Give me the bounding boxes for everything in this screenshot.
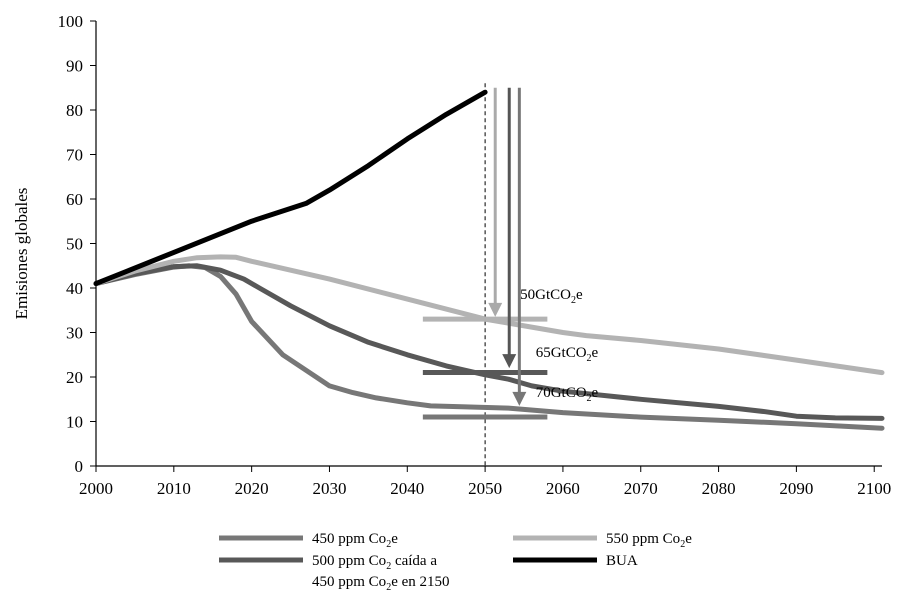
x-tick-label: 2070	[624, 479, 658, 498]
x-tick-label: 2010	[157, 479, 191, 498]
target-bars-layer	[422, 316, 548, 420]
series-line-ppm450	[93, 263, 885, 431]
y-axis-label: Emisiones globales	[12, 188, 31, 320]
y-tick-label: 60	[66, 190, 83, 209]
y-tick-label: 70	[66, 146, 83, 165]
legend-label: 500 ppm Co2 caída a	[312, 553, 437, 572]
x-tick-label: 2000	[79, 479, 113, 498]
reduction-annotation: 65GtCO2e	[536, 345, 599, 364]
legend-label: 450 ppm Co2e	[312, 531, 398, 550]
y-tick-label: 50	[66, 235, 83, 254]
x-tick-label: 2040	[390, 479, 424, 498]
y-tick-label: 20	[66, 368, 83, 387]
y-tick-label: 0	[75, 457, 84, 476]
annotations-layer: 50GtCO2e 65GtCO2e 70GtCO2e	[520, 287, 598, 404]
series-line-ppm550	[93, 254, 885, 376]
y-tick-label: 10	[66, 413, 83, 432]
y-tick-label: 30	[66, 324, 83, 343]
reduction-arrow	[488, 87, 503, 317]
arrows-layer	[488, 87, 527, 406]
reduction-arrow	[512, 87, 527, 406]
reduction-annotation: 70GtCO2e	[536, 385, 599, 404]
legend-label: 550 ppm Co2e	[606, 531, 692, 550]
ticks-layer: 2000 2010 2020 2030 2040 2050 2060 2070 2080 2090…	[58, 12, 892, 498]
reduction-arrow	[502, 87, 517, 369]
legend-label: BUA	[606, 553, 638, 569]
y-tick-label: 100	[58, 12, 84, 31]
y-tick-label: 40	[66, 279, 83, 298]
legend-item-ppm500: 500 ppm Co2 caída a 450 ppm Co2e en 2150	[219, 553, 450, 593]
reduction-annotation: 50GtCO2e	[520, 287, 583, 306]
legend-item-ppm550: 550 ppm Co2e	[513, 531, 692, 550]
x-tick-label: 2060	[546, 479, 580, 498]
x-tick-label: 2090	[779, 479, 813, 498]
y-tick-label: 90	[66, 57, 83, 76]
series-line-bua	[93, 89, 488, 287]
x-tick-label: 2030	[312, 479, 346, 498]
axes-layer: Emisiones globales	[12, 21, 882, 467]
legend: 450 ppm Co2e 550 ppm Co2e 500 ppm Co2 caíd…	[219, 531, 692, 593]
y-tick-label: 80	[66, 101, 83, 120]
legend-label: 450 ppm Co2e en 2150	[312, 574, 450, 593]
x-tick-label: 2050	[468, 479, 502, 498]
legend-item-bua: BUA	[513, 553, 638, 569]
x-tick-label: 2100	[857, 479, 891, 498]
legend-item-ppm450: 450 ppm Co2e	[219, 531, 398, 550]
series-line-ppm500	[93, 263, 885, 421]
x-tick-label: 2080	[702, 479, 736, 498]
series-layer	[93, 89, 885, 431]
x-tick-label: 2020	[235, 479, 269, 498]
